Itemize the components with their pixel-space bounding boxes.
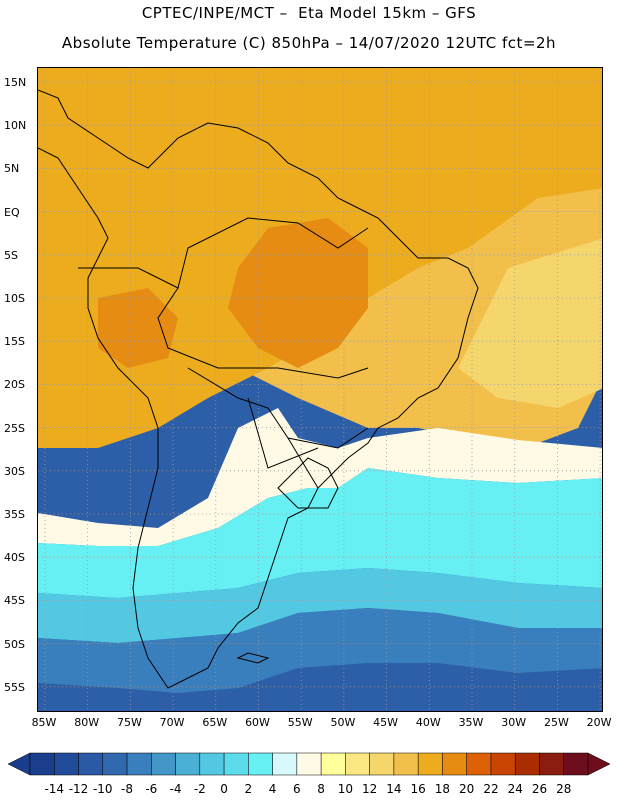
longitude-tick-label: 45W — [373, 716, 399, 729]
longitude-tick-label: 75W — [116, 716, 142, 729]
colorbar-tick-label: -2 — [193, 782, 206, 796]
longitude-tick-label: 40W — [415, 716, 441, 729]
chart-title-line2: Absolute Temperature (C) 850hPa – 14/07/… — [61, 34, 557, 52]
longitude-tick-label: 30W — [501, 716, 527, 729]
colorbar-swatch — [320, 752, 346, 776]
colorbar-swatch — [223, 752, 249, 776]
temperature-band — [98, 288, 178, 368]
latitude-tick-label: 5S — [4, 248, 18, 262]
temperature-map — [38, 68, 602, 711]
colorbar-swatch — [78, 752, 104, 776]
colorbar-swatch — [466, 752, 492, 776]
coastline-path — [236, 652, 270, 664]
colorbar-swatch — [417, 752, 443, 776]
longitude-tick-label: 65W — [202, 716, 228, 729]
colorbar-tick-label: 18 — [434, 782, 451, 796]
colorbar-tick-label: 28 — [556, 782, 572, 796]
longitude-tick-label: 55W — [287, 716, 313, 729]
coastline-boundaries — [38, 89, 479, 689]
longitude-tick-label: 25W — [543, 716, 569, 729]
colorbar-swatch — [442, 752, 467, 776]
latitude-tick-label: 10S — [4, 292, 25, 305]
colorbar-swatch — [102, 752, 128, 776]
colorbar-tick-label: 0 — [220, 782, 228, 796]
latitude-tick-label: EQ — [4, 205, 20, 219]
colorbar-tick-label: 10 — [337, 782, 354, 796]
colorbar-swatch — [272, 752, 298, 776]
coastline-path — [157, 287, 369, 379]
longitude-tick-label: 70W — [159, 716, 185, 729]
latitude-tick-label: 50S — [4, 637, 25, 651]
latitude-tick-label: 15N — [4, 76, 27, 89]
latitude-tick-label: 5N — [4, 162, 20, 176]
chart-title-line1: CPTEC/INPE/MCT – Eta Model 15km – GFS — [141, 4, 477, 22]
colorbar-tick-label: 20 — [459, 782, 475, 796]
coastline-path — [277, 457, 339, 509]
colorbar-swatch — [369, 752, 395, 776]
colorbar-swatch — [151, 752, 176, 776]
colorbar-swatch — [126, 752, 152, 776]
colorbar-tick-label: -14 — [44, 782, 65, 796]
coastline-path — [247, 397, 319, 469]
colorbar-min-arrow — [7, 752, 31, 776]
colorbar — [7, 752, 611, 776]
colorbar-max-arrow — [587, 752, 611, 776]
temperature-band — [228, 218, 368, 368]
temperature-band — [38, 468, 602, 598]
longitude-tick-label: 80W — [74, 716, 100, 729]
coastline-path — [78, 217, 369, 289]
latitude-tick-label: 10N — [4, 119, 27, 133]
colorbar-swatch — [514, 752, 540, 776]
temperature-band — [38, 568, 602, 643]
latitude-tick-label: 55S — [4, 680, 25, 694]
colorbar-swatch — [296, 752, 322, 776]
colorbar-swatch — [539, 752, 564, 776]
colorbar-swatch — [29, 752, 55, 776]
colorbar-tick-label: 22 — [483, 782, 499, 796]
colorbar-swatch — [248, 752, 273, 776]
longitude-tick-label: 85W — [31, 716, 57, 729]
latitude-tick-label: 15S — [4, 335, 25, 349]
temperature-band — [38, 408, 602, 546]
colorbar-tick-label: 8 — [317, 782, 325, 796]
map-panel — [37, 67, 603, 712]
colorbar-tick-label: 26 — [531, 782, 548, 796]
colorbar-tick-label: 6 — [293, 782, 301, 796]
colorbar-tick-label: -10 — [92, 782, 113, 796]
colorbar-swatch — [175, 752, 201, 776]
colorbar-tick-label: -8 — [121, 782, 134, 796]
longitude-tick-label: 50W — [330, 716, 356, 729]
colorbar-tick-label: 14 — [386, 782, 402, 796]
coastline-path — [38, 89, 479, 689]
latitude-tick-label: 20S — [4, 378, 25, 392]
colorbar-tick-label: -4 — [169, 782, 182, 796]
colorbar-tick-label: 16 — [410, 782, 426, 796]
temperature-band — [458, 238, 602, 408]
colorbar-tick-label: 12 — [362, 782, 378, 796]
colorbar-swatch — [490, 752, 516, 776]
temperature-field — [38, 68, 602, 711]
latitude-tick-label: 25S — [4, 421, 25, 435]
longitude-tick-label: 60W — [245, 716, 270, 729]
coastline-path — [187, 367, 369, 449]
longitude-tick-label: 35W — [458, 716, 484, 729]
colorbar-tick-label: 24 — [507, 782, 523, 796]
longitude-tick-label: 20W — [586, 716, 612, 729]
colorbar-tick-label: -12 — [68, 782, 89, 796]
latitude-tick-label: 45S — [4, 594, 25, 608]
latitude-tick-label: 30S — [4, 464, 25, 478]
colorbar-swatch — [199, 752, 225, 776]
colorbar-tick-label: 2 — [244, 782, 253, 796]
colorbar-swatch — [393, 752, 419, 776]
latitude-tick-label: 40S — [4, 551, 25, 565]
latitude-tick-label: 35S — [4, 508, 25, 521]
colorbar-swatch — [345, 752, 370, 776]
colorbar-swatch — [54, 752, 79, 776]
colorbar-tick-label: -6 — [145, 782, 158, 796]
colorbar-tick-label: 4 — [268, 782, 277, 796]
temperature-band — [38, 608, 602, 693]
colorbar-swatch — [563, 752, 589, 776]
